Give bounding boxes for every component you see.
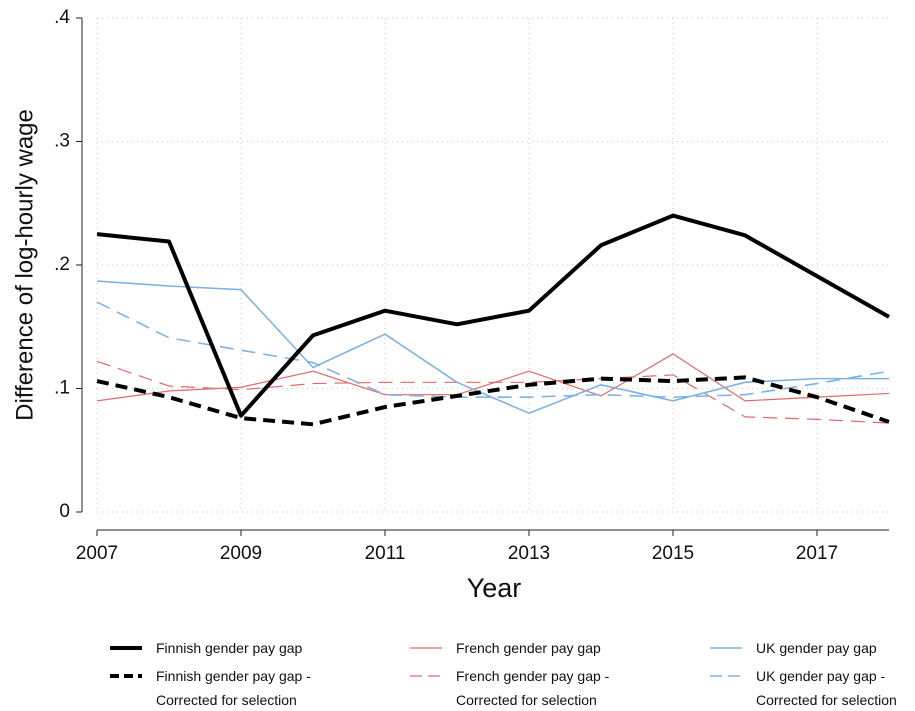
series-line [96,213,890,418]
legend-label: UK gender pay gap - Corrected for select… [756,668,897,708]
x-tick-label: 2007 [76,543,118,564]
x-tick-label: 2009 [220,543,262,564]
x-tick-label: 2013 [508,543,550,564]
series-line [96,301,890,398]
y-tick-label: .1 [54,378,70,399]
legend-label: UK gender pay gap [756,640,877,656]
legend-swatch [710,647,742,649]
legend-label: Finnish gender pay gap [156,640,303,656]
series-line [96,375,890,427]
legend-swatch [410,675,442,677]
legend-item: French gender pay gap - Corrected for se… [408,664,609,711]
series-line [96,280,889,414]
legend-label: French gender pay gap [456,640,601,656]
legend-item: UK gender pay gap - Corrected for select… [708,664,897,711]
y-tick-label: .2 [54,254,70,275]
legend-swatch [110,646,142,650]
y-tick-label: 0 [59,501,70,522]
y-tick-label: .4 [54,7,70,28]
x-tick-label: 2017 [796,543,838,564]
legend-item: UK gender pay gap [708,636,877,660]
x-tick-label: 2011 [365,543,406,564]
legend-item: French gender pay gap [408,636,601,660]
legend-item: Finnish gender pay gap [108,636,302,660]
chart: Year Difference of log-hourly wage 0 .1 .2… [11,7,890,603]
legend-swatch [710,675,742,677]
series-line [96,353,890,402]
legend-label: Finnish gender pay gap - Corrected for s… [156,668,311,708]
legend-swatch [410,647,442,649]
y-axis-title: Difference of log-hourly wage [11,109,38,421]
legend-label: French gender pay gap - Corrected for se… [456,668,610,708]
x-axis-title: Year [467,573,522,603]
legend-item: Finnish gender pay gap - Corrected for s… [108,664,311,711]
y-tick-label: .3 [54,131,70,152]
legend-swatch [110,674,142,678]
x-tick-label: 2015 [652,543,694,564]
